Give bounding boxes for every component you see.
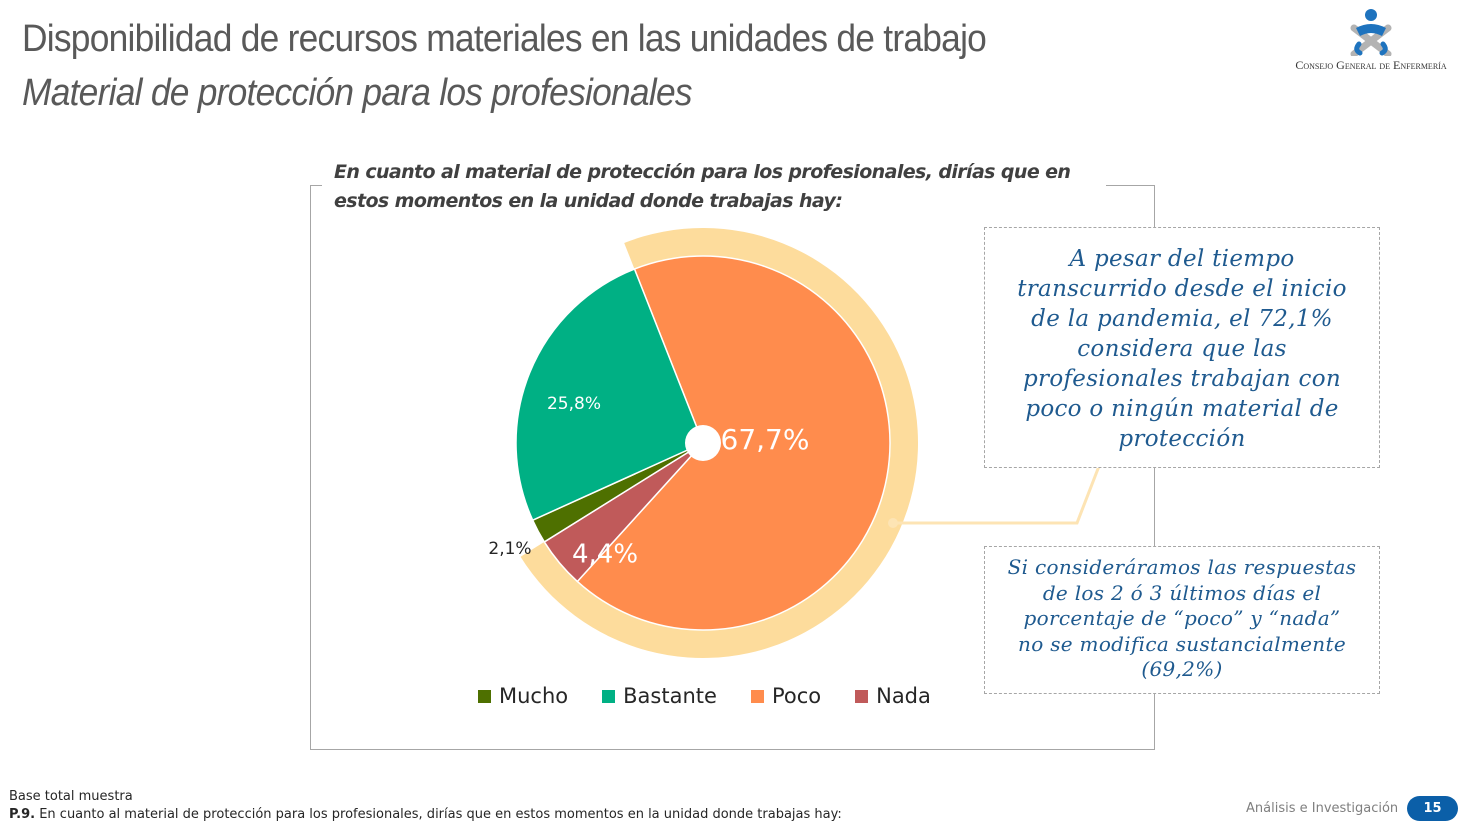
- pie-center-hole: [685, 425, 721, 461]
- secondary-finding-callout: Si consideráramos las respuestas de los 2…: [984, 546, 1380, 694]
- data-label-nada: 4,4%: [572, 540, 638, 570]
- data-label-poco: 67,7%: [721, 423, 810, 456]
- legend-swatch: [855, 689, 869, 703]
- footer-base-note: Base total muestra: [9, 789, 133, 804]
- legend-item-mucho: Mucho: [478, 684, 568, 708]
- organization-logo: Consejo General de Enfermería: [1278, 6, 1464, 76]
- callout-line: de la pandemia, el 72,1%: [1031, 306, 1333, 332]
- slide-title: Disponibilidad de recursos materiales en…: [22, 18, 987, 60]
- callout-line: (69,2%): [1141, 657, 1223, 681]
- key-finding-callout: A pesar del tiempo transcurrido desde el …: [984, 227, 1380, 468]
- pie-slice-poco: [576, 255, 891, 631]
- callout-line: porcentaje de “poco” y “nada”: [1023, 606, 1341, 630]
- legend-swatch: [750, 689, 764, 703]
- callout-line: protección: [1118, 426, 1246, 452]
- callout-line: profesionales trabajan con: [1023, 366, 1341, 392]
- callout-line: A pesar del tiempo: [1069, 246, 1295, 272]
- callout-line: poco o ningún material de: [1025, 396, 1339, 422]
- callout-line: Si consideráramos las respuestas: [1007, 555, 1357, 579]
- chart-question-title: En cuanto al material de protección para…: [322, 158, 1106, 216]
- page-number-badge: 15: [1407, 796, 1458, 821]
- legend-label: Mucho: [499, 684, 569, 708]
- footer-question-id: P.9.: [9, 807, 36, 822]
- data-label-bastante: 25,8%: [547, 394, 601, 414]
- callout-line: de los 2 ó 3 últimos días el: [1042, 580, 1322, 605]
- nurse-figure-icon: [1350, 9, 1392, 58]
- footer-question: P.9. En cuanto al material de protección…: [9, 807, 842, 822]
- organization-name: Consejo General de Enfermería: [1295, 58, 1447, 72]
- callout-line: considera que las: [1077, 336, 1287, 362]
- legend-item-nada: Nada: [855, 684, 931, 708]
- pie-slice-bastante: [515, 268, 704, 522]
- legend-item-bastante: Bastante: [602, 684, 717, 708]
- chart-legend: Mucho Bastante Poco Nada: [478, 684, 931, 708]
- legend-label: Bastante: [623, 684, 717, 708]
- legend-label: Poco: [771, 684, 822, 708]
- legend-item-poco: Poco: [750, 684, 822, 708]
- footer-question-text: En cuanto al material de protección para…: [35, 807, 842, 822]
- legend-swatch: [478, 689, 491, 703]
- callout-line: no se modifica sustancialmente: [1018, 631, 1346, 656]
- legend-swatch: [602, 689, 616, 703]
- data-label-mucho: 2,1%: [488, 539, 531, 559]
- slide-subtitle: Material de protección para los profesio…: [22, 72, 693, 114]
- callout-line: transcurrido desde el inicio: [1017, 276, 1347, 302]
- footer-brand: Análisis e Investigación: [1246, 801, 1399, 816]
- legend-label: Nada: [876, 684, 931, 708]
